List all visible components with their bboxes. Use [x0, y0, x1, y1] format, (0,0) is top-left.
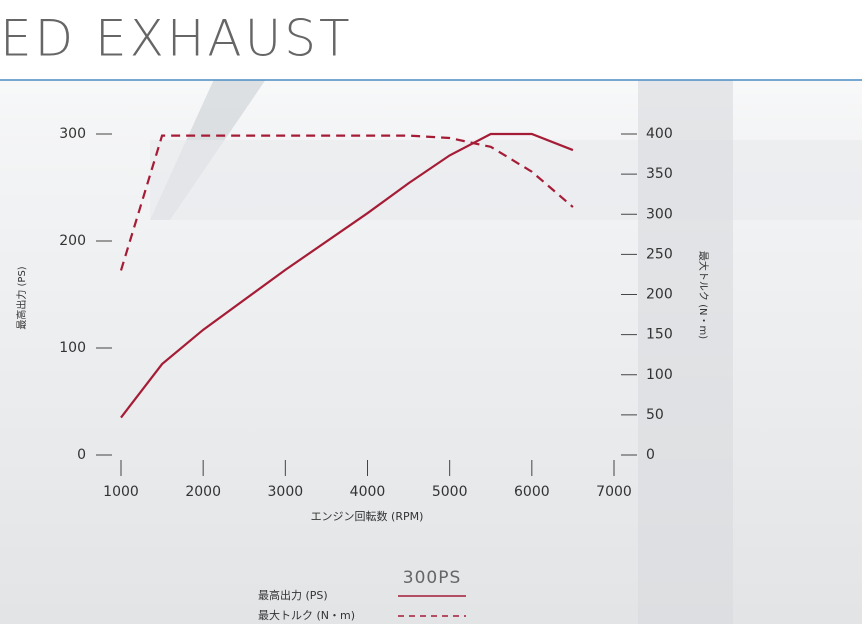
x-tick-label: 4000 — [350, 484, 386, 500]
watermark — [150, 140, 862, 220]
y2-tick-label: 300 — [646, 206, 673, 222]
y2-axis-label: 最大トルク (N・m) — [697, 251, 710, 339]
x-tick-label: 2000 — [185, 484, 221, 500]
y2-tick-label: 50 — [646, 407, 664, 423]
x-tick-label: 3000 — [268, 484, 304, 500]
y2-tick-label: 150 — [646, 327, 673, 343]
x-tick-label: 1000 — [103, 484, 139, 500]
y2-tick-label: 350 — [646, 166, 673, 182]
series-line — [119, 134, 574, 271]
y2-tick-label: 200 — [646, 287, 673, 303]
y2-tick-label: 400 — [646, 126, 673, 142]
legend-title: 300PS — [403, 568, 462, 588]
y-tick-label: 200 — [59, 233, 86, 249]
y2-tick-label: 250 — [646, 246, 673, 262]
y-tick-label: 0 — [77, 447, 86, 463]
page-title: ED EXHAUST — [0, 10, 353, 68]
y-tick-label: 100 — [59, 340, 86, 356]
watermark — [638, 10, 733, 624]
series-line — [120, 132, 574, 419]
y2-tick-label: 0 — [646, 447, 655, 463]
legend-label: 最大トルク (N・m) — [258, 608, 355, 622]
x-tick-label: 6000 — [514, 484, 550, 500]
y-axis-label: 最高出力 (PS) — [15, 266, 28, 329]
x-tick-label: 5000 — [432, 484, 468, 500]
y-tick-label: 300 — [59, 126, 86, 142]
x-axis-label: エンジン回転数 (RPM) — [311, 510, 424, 523]
legend-label: 最高出力 (PS) — [258, 588, 328, 602]
header — [0, 0, 862, 80]
y2-tick-label: 100 — [646, 367, 673, 383]
x-tick-label: 7000 — [596, 484, 632, 500]
